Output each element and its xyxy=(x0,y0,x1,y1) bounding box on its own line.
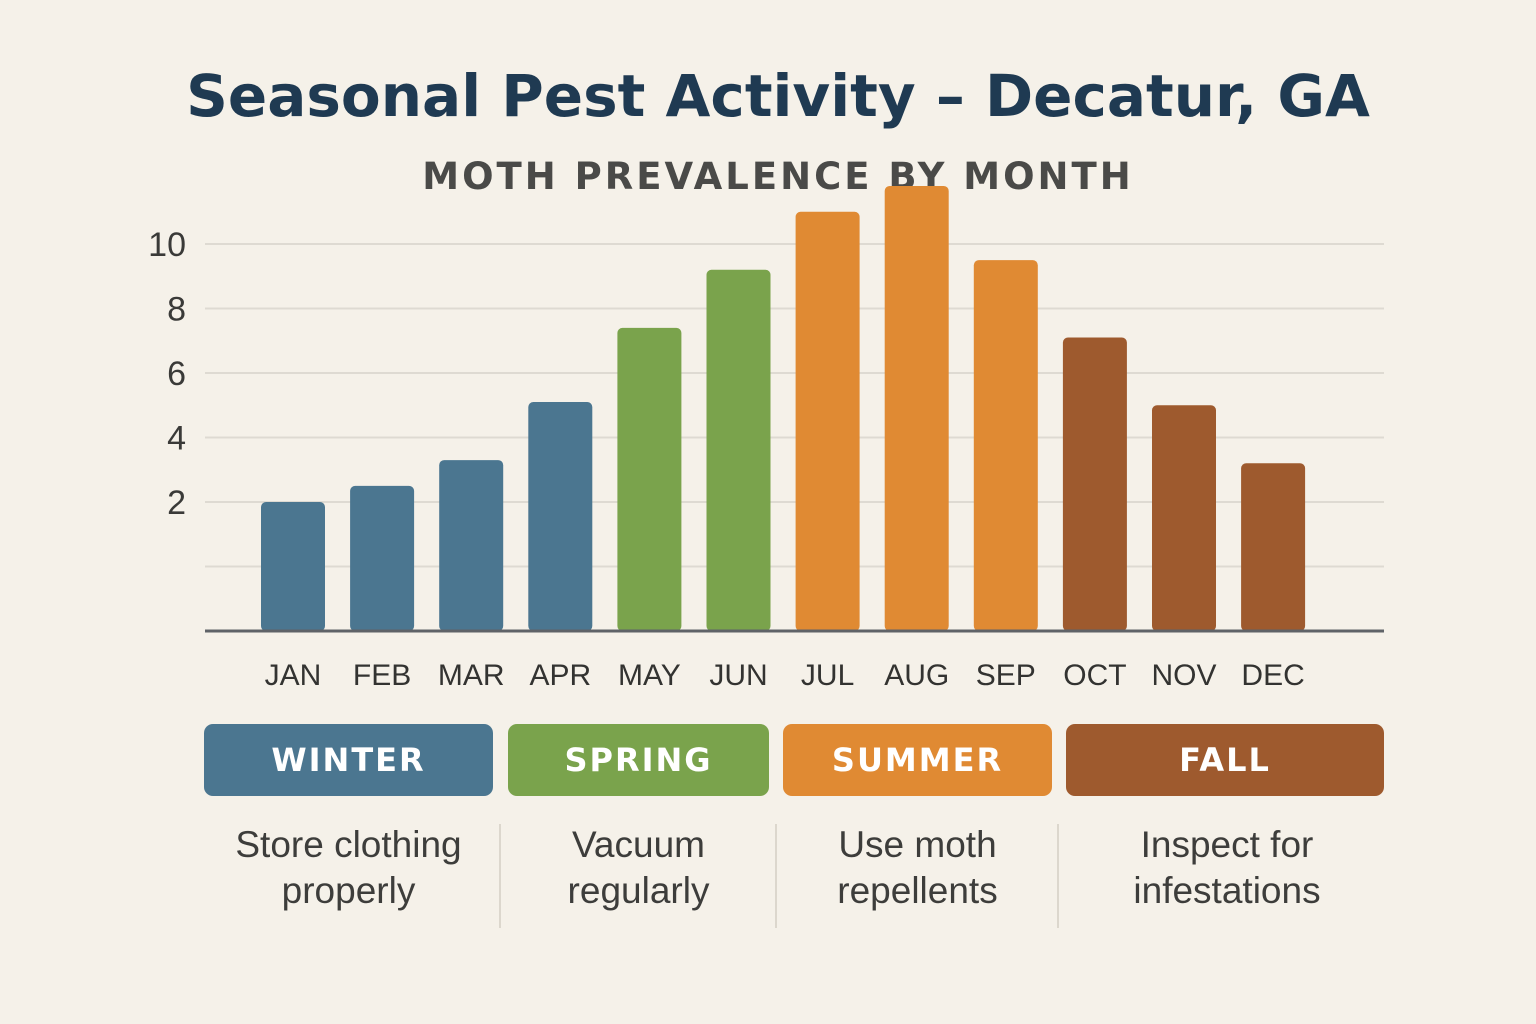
season-summer-label: SUMMER xyxy=(831,741,1004,779)
tip-winter-line-1: Store clothing xyxy=(235,824,462,865)
season-winter-button[interactable]: WINTER xyxy=(204,724,493,796)
bar-aug xyxy=(884,185,949,631)
x-tick-label: AUG xyxy=(884,659,949,692)
bar-apr xyxy=(528,402,593,631)
season-summer-button[interactable]: SUMMER xyxy=(783,724,1052,796)
tip-divider xyxy=(775,824,777,928)
x-tick-label: DEC xyxy=(1241,659,1304,692)
x-tick-label: OCT xyxy=(1063,659,1126,692)
tip-divider xyxy=(1057,824,1059,928)
x-tick-label: JUL xyxy=(801,659,854,692)
chart-title: Seasonal Pest Activity – Decatur, GA xyxy=(186,62,1370,130)
tip-fall-line-1: Inspect for xyxy=(1140,824,1314,865)
tip-spring: Vacuum regularly xyxy=(508,822,769,922)
y-tick-label: 2 xyxy=(167,484,186,522)
chart-subtitle: MOTH PREVALENCE BY MONTH xyxy=(422,155,1134,198)
bar-mar xyxy=(439,460,504,631)
bar-jul xyxy=(795,211,860,631)
bar-dec xyxy=(1241,463,1306,631)
tip-fall: Inspect for infestations xyxy=(1070,822,1384,922)
y-tick-label: 8 xyxy=(167,291,186,329)
x-tick-label: MAY xyxy=(618,659,681,692)
y-tick-label: 6 xyxy=(167,355,186,393)
x-tick-label: APR xyxy=(529,659,591,692)
tip-summer: Use moth repellents xyxy=(783,822,1052,922)
bar-chart: 2 4 6 8 10 JAN FEB MAR APR MAY JUN JUL AUG SEP OCT NOV D… xyxy=(148,185,1384,692)
tip-summer-line-1: Use moth xyxy=(838,824,997,865)
bar-oct xyxy=(1062,337,1127,631)
x-tick-label: FEB xyxy=(353,659,411,692)
bar-nov xyxy=(1152,405,1216,631)
season-spring-label: SPRING xyxy=(564,741,713,779)
bar-jan xyxy=(261,502,325,631)
x-tick-label: SEP xyxy=(976,659,1036,692)
tip-winter-line-2: properly xyxy=(281,870,416,911)
season-fall-button[interactable]: FALL xyxy=(1066,724,1384,796)
x-tick-label: MAR xyxy=(438,659,505,692)
x-tick-label: NOV xyxy=(1151,659,1216,692)
tip-spring-line-1: Vacuum xyxy=(572,824,705,865)
tip-summer-line-2: repellents xyxy=(837,870,998,911)
season-fall-label: FALL xyxy=(1179,741,1271,779)
tip-winter: Store clothing properly xyxy=(204,822,493,922)
x-tick-label: JUN xyxy=(709,659,767,692)
season-spring-button[interactable]: SPRING xyxy=(508,724,769,796)
tip-spring-line-2: regularly xyxy=(567,870,710,911)
season-winter-label: WINTER xyxy=(271,741,426,779)
bar-sep xyxy=(973,260,1038,631)
bar-feb xyxy=(350,485,415,631)
bar-jun xyxy=(706,269,771,631)
tip-fall-line-2: infestations xyxy=(1133,870,1321,911)
y-tick-label: 10 xyxy=(148,226,186,264)
bar-may xyxy=(617,327,682,631)
x-tick-label: JAN xyxy=(265,659,322,692)
y-tick-label: 4 xyxy=(167,420,186,458)
tip-divider xyxy=(499,824,501,928)
